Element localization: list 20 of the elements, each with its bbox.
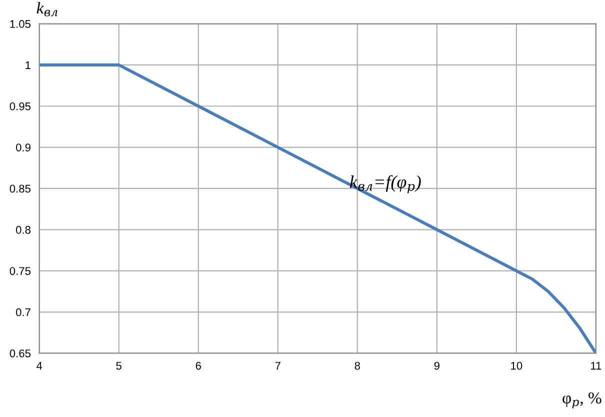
x-tick-label: 7 <box>275 362 280 370</box>
annotation: k$_{вл}$=f(φ$_{р}$) <box>350 175 421 194</box>
y-axis-title: k$_{вл}$ <box>36 2 58 16</box>
y-tick-label: 0.8 <box>16 226 31 234</box>
y-tick-label: 0.85 <box>10 184 31 193</box>
y-tick-label: 0.95 <box>10 102 31 110</box>
y-tick-label: 1.05 <box>10 20 31 28</box>
x-axis-title: φ$_{р}$, % <box>562 392 602 408</box>
x-tick-label: 5 <box>116 362 122 370</box>
y-tick-label: 0.65 <box>10 349 31 358</box>
x-tick-label: 8 <box>354 362 360 370</box>
y-tick-label: 1 <box>26 61 30 69</box>
x-tick-label: 11 <box>591 362 602 370</box>
x-tick-label: 9 <box>434 362 440 370</box>
x-tick-label: 4 <box>36 362 42 370</box>
x-tick-label: 6 <box>196 362 201 370</box>
y-tick-label: 0.9 <box>16 144 30 152</box>
y-tick-label: 0.7 <box>16 308 30 316</box>
y-tick-label: 0.75 <box>10 267 31 275</box>
x-tick-label: 10 <box>511 362 522 370</box>
